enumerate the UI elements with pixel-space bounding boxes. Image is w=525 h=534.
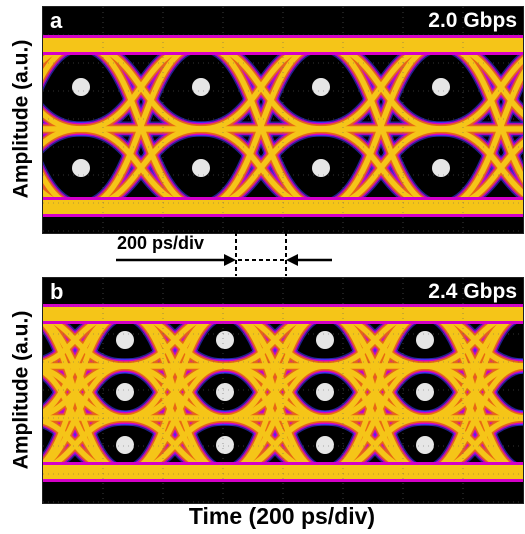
crossing-point xyxy=(116,331,134,349)
level-rail-edge xyxy=(43,197,523,200)
time-scale-label: 200 ps/div xyxy=(117,233,205,253)
level-rail-edge xyxy=(43,35,523,38)
crossing-point xyxy=(116,436,134,454)
crossing-point xyxy=(216,331,234,349)
eye-trace xyxy=(43,363,126,470)
level-rail-edge xyxy=(43,52,523,55)
bit-rate-label-b: 2.4 Gbps xyxy=(428,280,517,303)
crossing-point xyxy=(316,383,334,401)
eye-trace xyxy=(43,415,126,472)
crossing-point xyxy=(72,78,90,96)
crossing-point xyxy=(416,383,434,401)
panel-label-b: b xyxy=(50,279,64,304)
crossing-point xyxy=(72,159,90,177)
crossing-point xyxy=(316,331,334,349)
level-rail xyxy=(43,462,523,482)
level-rail-edge xyxy=(43,321,523,324)
time-scale-annotation xyxy=(116,232,332,276)
crossing-point xyxy=(316,436,334,454)
crossing-point xyxy=(416,436,434,454)
eye-trace xyxy=(43,109,82,132)
eye-diagram-panel-b: b 2.4 Gbps xyxy=(42,277,524,504)
eye-trace xyxy=(43,126,82,147)
eye-diagram-b xyxy=(43,278,523,503)
crossing-point xyxy=(216,436,234,454)
level-rail-edge xyxy=(43,479,523,482)
x-axis-label: Time (200 ps/div) xyxy=(188,503,376,529)
crossing-point xyxy=(216,383,234,401)
crossing-point xyxy=(312,78,330,96)
y-axis-label-text-b: Amplitude (a.u.) xyxy=(9,310,33,469)
crossing-point xyxy=(312,159,330,177)
eye-diagram-panel-a: a 2.0 Gbps xyxy=(42,6,524,234)
y-axis-label-text-a: Amplitude (a.u.) xyxy=(9,39,33,199)
eye-trace xyxy=(440,56,523,132)
level-rail xyxy=(43,35,523,55)
y-axis-label-b: Amplitude (a.u.) xyxy=(0,277,42,502)
y-axis-label-a: Amplitude (a.u.) xyxy=(0,6,42,232)
crossing-point xyxy=(116,383,134,401)
crossing-point xyxy=(192,78,210,96)
crossing-point xyxy=(416,331,434,349)
panel-label-a: a xyxy=(50,8,63,33)
level-rail-edge xyxy=(43,304,523,307)
crossing-point xyxy=(432,78,450,96)
crossing-point xyxy=(192,159,210,177)
level-rail-edge xyxy=(43,214,523,217)
crossing-point xyxy=(432,159,450,177)
bit-rate-label-a: 2.0 Gbps xyxy=(428,9,517,32)
eye-diagram-a xyxy=(43,7,523,233)
